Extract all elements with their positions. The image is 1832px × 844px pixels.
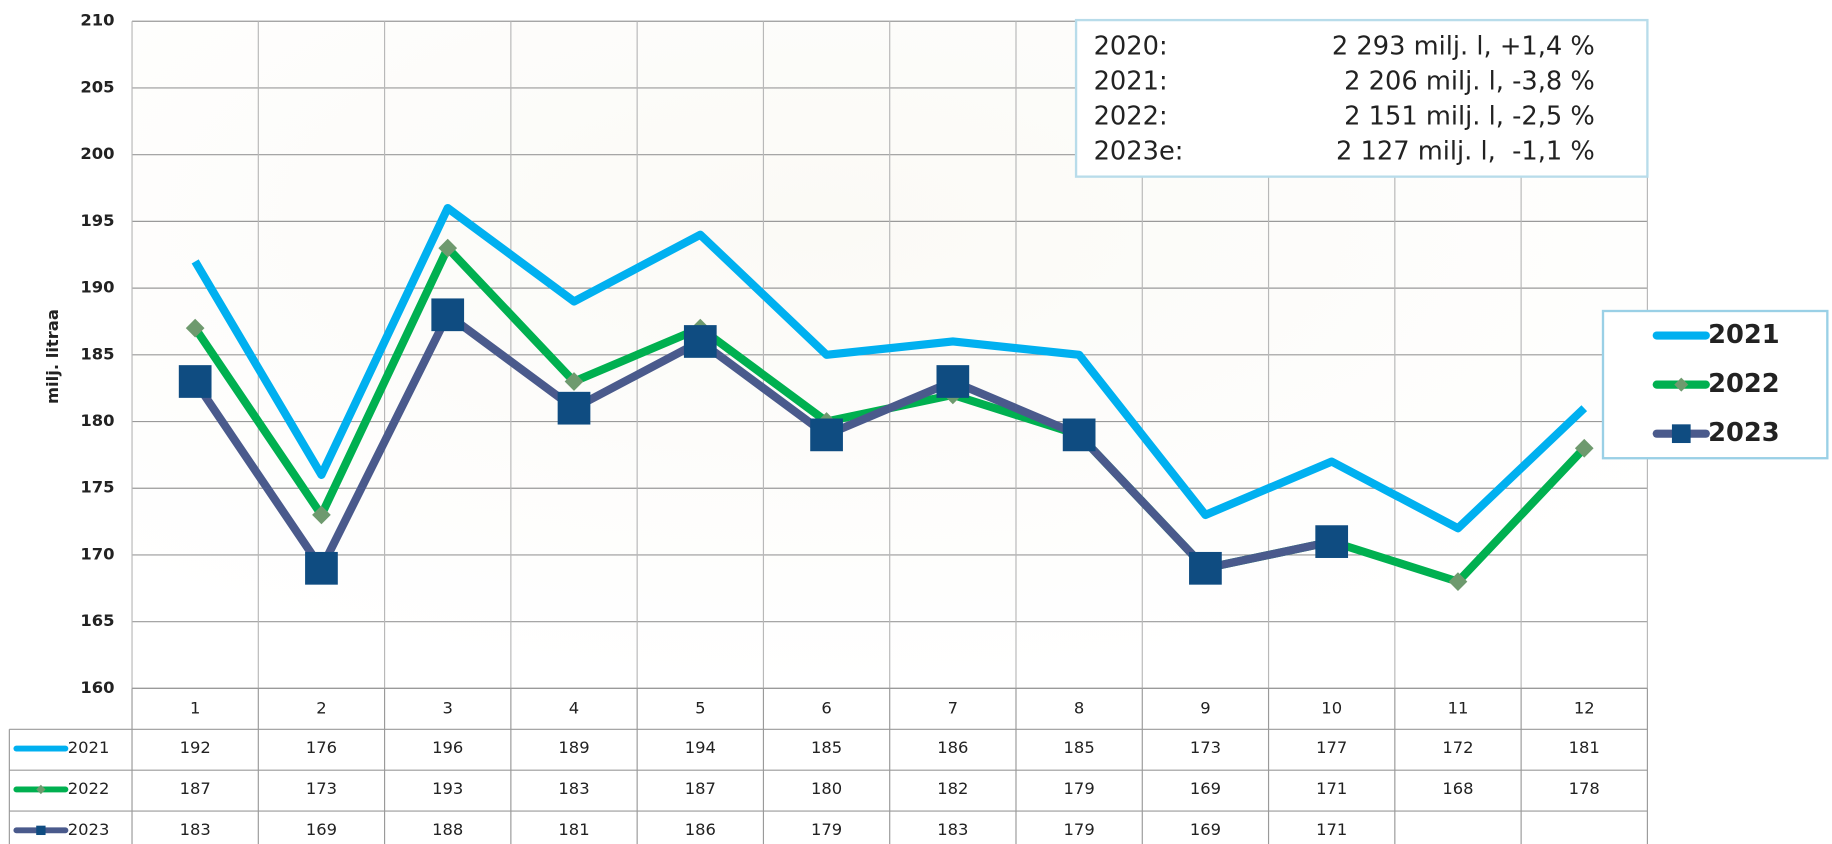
table-cell: 169: [306, 820, 337, 839]
x-tick-label: 9: [1200, 698, 1210, 717]
annotation-text: 2 151 milj. l, -2,5 %: [1344, 102, 1595, 132]
y-tick-label: 170: [80, 544, 114, 563]
table-cell: 168: [1442, 779, 1473, 798]
y-tick-label: 185: [80, 344, 114, 363]
table-row-label: 2021: [68, 738, 110, 757]
table-cell: 193: [432, 779, 463, 798]
table-cell: 176: [306, 738, 337, 757]
legend-label: 2023: [1708, 418, 1780, 448]
marker-square: [36, 825, 46, 836]
marker-square: [431, 298, 465, 332]
table-cell: 183: [180, 820, 211, 839]
table-cell: 178: [1569, 779, 1600, 798]
legend-label: 2021: [1708, 320, 1780, 350]
x-tick-label: 12: [1574, 698, 1595, 717]
x-tick-label: 11: [1448, 698, 1469, 717]
table-cell: 186: [937, 738, 968, 757]
table-cell: 181: [1569, 738, 1600, 757]
table-cell: 183: [937, 820, 968, 839]
table-cell: 177: [1316, 738, 1347, 757]
marker-square: [936, 365, 970, 398]
table-cell: 187: [180, 779, 211, 798]
x-tick-label: 10: [1321, 698, 1342, 717]
table-cell: 189: [558, 738, 589, 757]
annotation-text: 2 206 milj. l, -3,8 %: [1344, 67, 1595, 97]
marker-square: [305, 551, 338, 585]
marker-diamond: [36, 784, 46, 795]
table-cell: 196: [432, 738, 463, 757]
table-cell: 179: [1064, 820, 1095, 839]
y-tick-label: 210: [80, 11, 114, 30]
table-cell: 169: [1190, 820, 1221, 839]
y-tick-label: 180: [80, 411, 114, 430]
table-cell: 182: [937, 779, 968, 798]
table-cell: 180: [811, 779, 842, 798]
y-tick-label: 200: [80, 144, 114, 163]
x-tick-label: 3: [443, 698, 453, 717]
table-row-label: 2023: [68, 820, 110, 839]
table-cell: 171: [1316, 779, 1347, 798]
table-cell: 179: [1064, 779, 1095, 798]
table-cell: 169: [1190, 779, 1221, 798]
table-cell: 186: [685, 820, 716, 839]
marker-square: [810, 418, 843, 452]
series-line: [191, 203, 1588, 533]
table-cell: 187: [685, 779, 716, 798]
marker-square: [178, 365, 212, 398]
marker-diamond: [312, 505, 331, 525]
y-tick-label: 205: [80, 77, 114, 96]
y-axis-label: milj. litraa: [43, 309, 62, 404]
y-tick-label: 165: [80, 611, 114, 630]
marker-square: [1315, 525, 1349, 558]
annotation-label: 2022:: [1094, 102, 1168, 132]
annotation-label: 2020:: [1094, 31, 1168, 61]
table-cell: 194: [685, 738, 716, 757]
x-tick-label: 8: [1074, 698, 1084, 717]
y-tick-label: 160: [80, 678, 114, 697]
y-tick-label: 195: [80, 211, 114, 230]
table-cell: 179: [811, 820, 842, 839]
legend-box: [1601, 309, 1829, 460]
table-cell: 171: [1316, 820, 1347, 839]
table-cell: 173: [1190, 738, 1221, 757]
table-cell: 181: [558, 820, 589, 839]
table-cell: 173: [306, 779, 337, 798]
legend-label: 2022: [1708, 369, 1780, 399]
table-cell: 172: [1442, 738, 1473, 757]
table-cell: 192: [180, 738, 211, 757]
y-tick-label: 175: [80, 478, 114, 497]
x-tick-label: 5: [695, 698, 705, 717]
x-tick-label: 4: [569, 698, 579, 717]
table-cell: 185: [811, 738, 842, 757]
annotation-label: 2021:: [1094, 67, 1168, 97]
x-tick-label: 2: [316, 698, 326, 717]
x-tick-label: 1: [190, 698, 200, 717]
marker-diamond: [1674, 377, 1689, 392]
table-cell: 183: [558, 779, 589, 798]
marker-square: [1189, 551, 1222, 585]
annotation-text: 2 293 milj. l, +1,4 %: [1332, 31, 1595, 61]
marker-square: [557, 391, 591, 425]
x-tick-label: 6: [821, 698, 831, 717]
table-cell: 188: [432, 820, 463, 839]
x-tick-label: 7: [948, 698, 958, 717]
table-cell: 185: [1064, 738, 1095, 757]
annotation-box: [1074, 18, 1649, 178]
table-row-label: 2022: [68, 779, 110, 798]
annotation-text: 2 127 milj. l, -1,1 %: [1336, 137, 1595, 167]
y-tick-label: 190: [80, 278, 114, 297]
marker-square: [1062, 418, 1096, 452]
marker-square: [683, 325, 717, 358]
marker-square: [1671, 424, 1691, 444]
annotation-label: 2023e:: [1094, 137, 1184, 167]
series-line: [191, 310, 1333, 573]
